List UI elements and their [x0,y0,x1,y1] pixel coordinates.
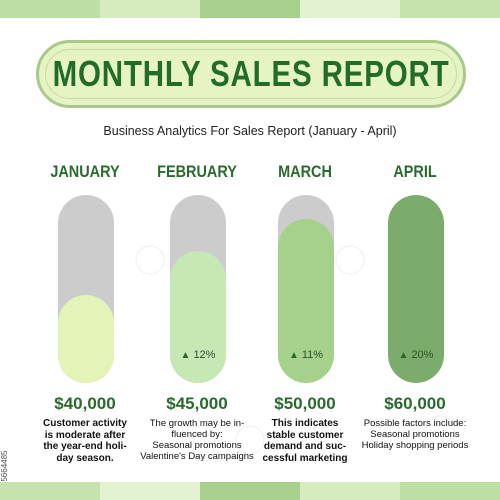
description-line: Seasonal promotions [152,440,242,451]
up-arrow-icon: ▲ [288,350,299,361]
top-stripe [0,0,500,18]
sales-amount: $40,000 [54,394,116,413]
growth-value: 12% [193,349,216,361]
month-label: JANUARY [50,162,120,181]
description-line: Valentine's Day campaigns [140,451,254,462]
bottom-stripe [0,482,500,500]
description-line: the year-end holi- [43,441,127,452]
growth-badge: ▲ 20% [388,349,444,361]
month-label: FEBRUARY [157,162,237,181]
description-line: The growth may be in- [149,418,245,429]
sales-bar-track [58,195,114,383]
description-line: Possible factors include: [363,418,467,429]
sales-amount: $60,000 [384,394,446,413]
growth-value: 11% [301,349,324,361]
month-label: APRIL [393,162,437,181]
sales-bar-fill [58,294,114,383]
sales-amount: $50,000 [274,394,336,413]
month-description: The growth may be in- fluenced by: Seaso… [138,418,256,462]
image-id-credit: 1945664485 [0,450,9,496]
month-label: MARCH [278,162,332,181]
description-line: demand and suc- [263,441,347,452]
description-line: stable customer [266,429,344,441]
description-line: Customer activity [43,418,127,429]
description-line: Holiday shopping periods [361,440,469,451]
growth-badge: ▲ 12% [170,349,226,361]
sales-bar-fill: ▲ 20% [388,195,444,383]
title-banner: MONTHLY SALES REPORT [36,40,466,108]
sales-amount: $45,000 [166,394,228,413]
description-line: is moderate after [44,429,126,441]
description-line: fluenced by: [171,429,223,440]
month-description: Possible factors include: Seasonal promo… [356,418,474,451]
up-arrow-icon: ▲ [398,350,409,361]
sales-bar-fill: ▲ 12% [170,251,226,383]
growth-badge: ▲ 11% [278,349,334,361]
up-arrow-icon: ▲ [180,350,191,361]
sales-bar-track: ▲ 12% [170,195,226,383]
description-line: Seasonal promotions [370,429,460,440]
sales-bar-track: ▲ 11% [278,195,334,383]
month-description: Customer activity is moderate after the … [26,418,144,464]
page-title: MONTHLY SALES REPORT [52,53,450,94]
page-subtitle: Business Analytics For Sales Report (Jan… [103,124,397,138]
month-description: This indicates stable customer demand an… [246,418,364,464]
sales-bar-fill: ▲ 11% [278,219,334,383]
description-line: day season. [56,452,114,464]
description-line: cessful marketing [262,452,348,464]
growth-value: 20% [411,349,434,361]
sales-bar-track: ▲ 20% [388,195,444,383]
description-line: This indicates [271,418,339,429]
